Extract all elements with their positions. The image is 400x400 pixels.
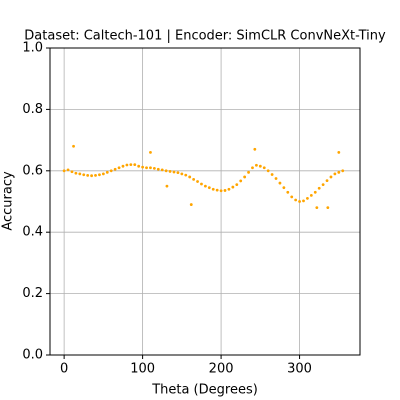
x-axis-label: Theta (Degrees) xyxy=(151,383,258,398)
point xyxy=(86,174,90,177)
point xyxy=(105,170,109,174)
point xyxy=(168,170,172,173)
point xyxy=(133,163,137,167)
point xyxy=(258,164,262,168)
point xyxy=(196,180,199,183)
point xyxy=(325,179,329,183)
point xyxy=(239,179,243,183)
point xyxy=(274,177,278,180)
point xyxy=(223,189,227,192)
x-tick-label: 200 xyxy=(209,362,234,377)
point xyxy=(253,147,257,151)
point xyxy=(247,170,250,174)
y-tick-label: 0.8 xyxy=(22,102,43,117)
point xyxy=(172,170,176,174)
point xyxy=(333,172,337,176)
point xyxy=(113,167,117,171)
point xyxy=(337,170,341,174)
point xyxy=(129,163,133,167)
point xyxy=(62,169,66,173)
point xyxy=(317,186,321,190)
plot-frame xyxy=(49,47,361,356)
point xyxy=(231,185,235,189)
point xyxy=(94,174,97,177)
point xyxy=(82,173,86,177)
point xyxy=(215,188,219,192)
point xyxy=(294,198,298,202)
point xyxy=(282,186,286,190)
point xyxy=(188,175,192,179)
point xyxy=(329,175,333,179)
point xyxy=(227,187,231,191)
point xyxy=(306,197,309,200)
point xyxy=(298,200,301,203)
x-tick-label: 300 xyxy=(287,362,312,377)
point xyxy=(266,169,270,173)
chart-title: Dataset: Caltech-101 | Encoder: SimCLR C… xyxy=(24,29,386,44)
point xyxy=(141,165,145,169)
y-tick-label: 0.2 xyxy=(22,286,43,301)
y-axis-label: Accuracy xyxy=(1,171,16,231)
point xyxy=(70,170,74,174)
point xyxy=(164,169,168,173)
point xyxy=(165,184,169,188)
point xyxy=(219,189,223,193)
point xyxy=(192,177,196,181)
point xyxy=(341,169,345,173)
point xyxy=(309,193,313,197)
point xyxy=(137,164,141,168)
x-tick-label: 0 xyxy=(60,362,68,377)
point xyxy=(78,172,82,176)
point xyxy=(243,175,247,179)
point xyxy=(337,150,341,154)
y-tick-label: 0.6 xyxy=(22,163,43,178)
point xyxy=(101,172,105,176)
point xyxy=(255,163,258,167)
x-tick-label: 100 xyxy=(130,362,155,377)
point xyxy=(262,166,266,170)
point xyxy=(184,173,188,177)
y-tick-label: 0.4 xyxy=(22,225,43,240)
point xyxy=(98,173,101,177)
point xyxy=(315,206,319,210)
point xyxy=(207,186,211,190)
point xyxy=(313,190,317,194)
point xyxy=(302,199,305,203)
point xyxy=(66,168,70,172)
point xyxy=(121,164,125,168)
point xyxy=(72,144,75,148)
point xyxy=(189,203,193,206)
point xyxy=(160,168,164,172)
point xyxy=(290,195,294,199)
point xyxy=(74,171,78,175)
point xyxy=(145,166,148,170)
point xyxy=(270,173,274,176)
point xyxy=(109,169,113,173)
point xyxy=(149,150,152,154)
point xyxy=(200,182,203,186)
point xyxy=(286,190,290,194)
point xyxy=(90,174,93,178)
point xyxy=(152,166,156,170)
point xyxy=(117,166,121,170)
point xyxy=(180,172,184,176)
point xyxy=(149,166,152,170)
point xyxy=(278,181,282,185)
point xyxy=(203,184,207,188)
point xyxy=(156,167,160,171)
y-tick-label: 0.0 xyxy=(22,348,43,363)
y-tick-label: 1.0 xyxy=(22,41,43,56)
point xyxy=(176,171,180,175)
point xyxy=(235,183,239,187)
point xyxy=(251,166,254,170)
point xyxy=(211,187,215,191)
point xyxy=(125,163,129,167)
point xyxy=(326,206,330,210)
point xyxy=(321,183,325,187)
